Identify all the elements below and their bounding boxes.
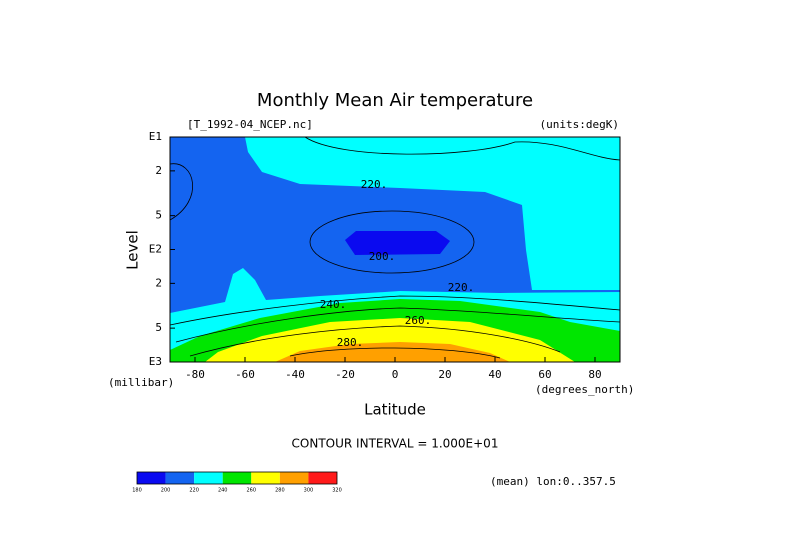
colorbar-swatch (279, 472, 309, 484)
contour-line (289, 347, 501, 359)
contour-label: 280. (337, 336, 364, 349)
colorbar-swatch (308, 472, 337, 484)
x-tick-label: 40 (488, 368, 501, 381)
y-tick-label: 2 (155, 164, 162, 177)
colorbar-swatch (165, 472, 195, 484)
colorbar-swatch (194, 472, 223, 484)
contour-line (189, 325, 561, 357)
colorbar-label: 260 (247, 488, 257, 494)
colorbar-label: 300 (304, 488, 314, 494)
y-tick-label: E2 (149, 243, 162, 256)
colorbar-label: 320 (332, 488, 342, 494)
x-tick-label: -40 (285, 368, 305, 381)
x-tick-label: 0 (392, 368, 399, 381)
colorbar-label: 280 (275, 488, 285, 494)
footer: (mean) lon:0..357.5 (490, 475, 616, 488)
units: (units:degK) (540, 118, 619, 131)
fill-region (205, 318, 575, 362)
contour-line (169, 295, 621, 326)
x-tick-label: 80 (588, 368, 601, 381)
colorbar-swatch (251, 472, 280, 484)
y-tick-label: 5 (155, 209, 162, 222)
contour-line (169, 163, 194, 221)
colorbar-swatch (137, 472, 166, 484)
contour-label: 220. (448, 281, 475, 294)
contour-line (175, 307, 621, 343)
contour-label: 240. (320, 298, 347, 311)
y-tick-label: 2 (155, 276, 162, 289)
contour-line (309, 210, 475, 274)
contour-fills (170, 137, 620, 362)
subtitle: [T_1992-04_NCEP.nc] (187, 118, 313, 131)
contour-interval: CONTOUR INTERVAL = 1.000E+01 (292, 437, 499, 451)
x-tick-label: -80 (185, 368, 205, 381)
x-tick-label: 60 (538, 368, 551, 381)
contour-label: 200. (369, 250, 396, 263)
colorbar-label: 180 (132, 488, 142, 494)
contour-line (304, 136, 621, 161)
x-unit: (degrees_north) (535, 383, 634, 396)
colorbar-label: 220 (189, 488, 199, 494)
x-tick-label: -60 (235, 368, 255, 381)
y-tick-label: E1 (149, 130, 162, 143)
contour-label: 220. (361, 178, 388, 191)
y-tick-label: E3 (149, 355, 162, 368)
x-axis-label: Latitude (364, 401, 426, 419)
y-unit: (millibar) (108, 376, 174, 389)
fill-region (275, 342, 510, 362)
colorbar-label: 200 (161, 488, 171, 494)
colorbar-label: 240 (218, 488, 228, 494)
colorbar-frame (136, 471, 338, 485)
contour-lines (169, 136, 621, 359)
contour-label: 260. (405, 314, 432, 327)
colorbar-swatch (222, 472, 252, 484)
chart-title: Monthly Mean Air temperature (257, 90, 533, 111)
x-tick-label: 20 (438, 368, 451, 381)
fill-region (245, 137, 620, 290)
x-tick-label: -20 (335, 368, 355, 381)
y-tick-label: 5 (155, 321, 162, 334)
y-axis-label: Level (124, 230, 142, 270)
fill-region (345, 231, 450, 255)
